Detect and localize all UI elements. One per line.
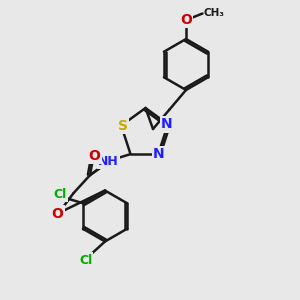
Text: S: S	[118, 118, 128, 133]
Text: O: O	[88, 148, 101, 163]
Text: Cl: Cl	[54, 188, 67, 201]
Text: O: O	[52, 206, 64, 220]
Text: N: N	[161, 117, 172, 131]
Text: CH₃: CH₃	[204, 8, 225, 19]
Text: N: N	[153, 147, 165, 161]
Text: NH: NH	[98, 155, 119, 168]
Text: O: O	[180, 13, 192, 27]
Text: Cl: Cl	[79, 254, 92, 267]
